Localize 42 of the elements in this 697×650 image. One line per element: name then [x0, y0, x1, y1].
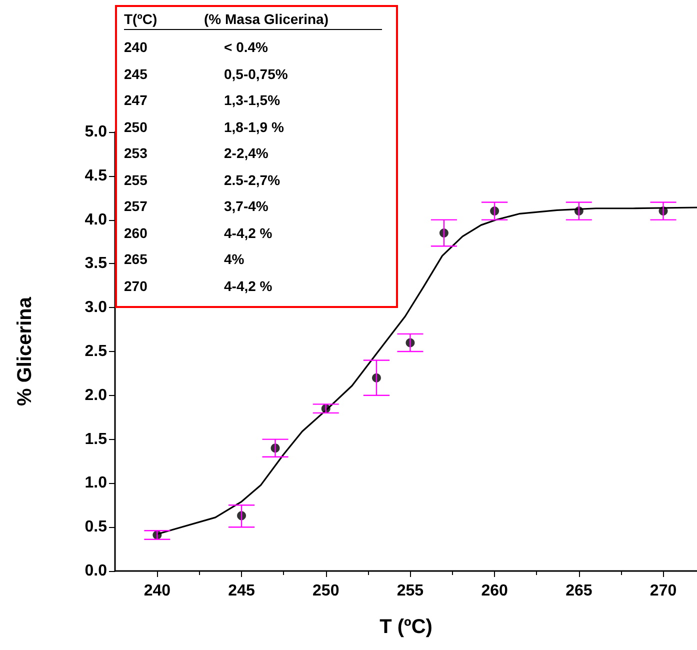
text: (% Masa Glicerina): [204, 11, 328, 27]
y-tick-label: 1.0: [84, 474, 108, 492]
x-axis-title: T (ºC): [380, 616, 432, 638]
x-tick-label: 240: [144, 582, 171, 600]
annotation: 4-4,2 %: [224, 224, 272, 241]
y-tick-label: 4.0: [84, 211, 108, 228]
text: 0,5-0,75%: [224, 66, 288, 82]
y-tick-label: 3.5: [84, 255, 108, 272]
y-tick-label: 1.5: [84, 430, 108, 448]
y-tick-label: 2.5: [84, 343, 108, 360]
y-tick-label: 5.0: [84, 124, 108, 140]
annotation: 270: [124, 278, 148, 294]
text: 245: [124, 66, 148, 82]
annotation: 253: [124, 145, 148, 162]
x-tick-label: 260: [481, 582, 508, 600]
text: 240: [124, 39, 148, 56]
annotation: 257: [124, 198, 148, 214]
x-tick-label: 245: [228, 582, 255, 600]
annotation: 2.5-2,7%: [224, 172, 280, 188]
annotation: 250: [124, 118, 148, 135]
y-tick-label: 0.5: [84, 518, 108, 536]
text: < 0.4%: [224, 39, 268, 56]
y-axis-title: % Glicerina: [14, 296, 36, 406]
annotation: 265: [124, 251, 148, 268]
x-tick-label: 265: [566, 582, 592, 600]
text: T(ºC): [124, 11, 158, 27]
text: 247: [124, 92, 148, 108]
y-tick-label: 2.0: [84, 386, 108, 404]
annotation: 4-4,2 %: [224, 278, 272, 294]
text: 1,3-1,5%: [224, 92, 280, 108]
x-tick-label: 250: [312, 582, 340, 600]
y-tick-label: 4.5: [84, 167, 108, 184]
y-tick-label: 3.0: [84, 299, 108, 316]
annotation: 3,7-4%: [224, 198, 268, 214]
annotation: 1,8-1,9 %: [224, 118, 284, 135]
annotation: 4%: [224, 251, 244, 268]
annotation: 260: [124, 224, 148, 241]
x-tick-label: 255: [396, 582, 424, 600]
x-tick-label: 270: [650, 582, 677, 600]
y-tick-label: 0.0: [84, 562, 108, 580]
annotation: 255: [124, 172, 148, 188]
annotation: 2-2,4%: [224, 145, 268, 162]
